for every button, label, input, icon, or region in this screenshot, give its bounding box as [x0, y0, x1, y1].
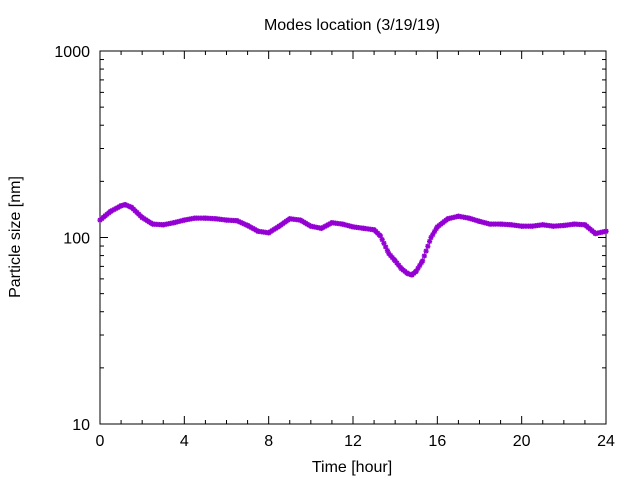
x-tick-label: 16	[428, 433, 446, 450]
data-point	[425, 243, 431, 249]
y-tick-label: 1000	[54, 44, 90, 61]
data-point	[603, 228, 609, 234]
x-tick-label: 0	[96, 433, 105, 450]
x-tick-label: 12	[344, 433, 362, 450]
ticks-layer: 0 4 8 12 16 20 24 10 100 1000	[54, 44, 615, 450]
chart-title: Modes location (3/19/19)	[264, 17, 440, 34]
x-tick-label: 24	[597, 433, 615, 450]
data-point	[423, 248, 429, 254]
x-tick-label: 8	[264, 433, 273, 450]
data-point	[419, 258, 426, 264]
x-tick-label: 4	[180, 433, 189, 450]
x-tick-label: 20	[513, 433, 531, 450]
x-axis-label: Time [hour]	[312, 459, 392, 476]
y-axis-label: Particle size [nm]	[7, 176, 24, 298]
data-marks	[97, 202, 609, 278]
y-tick-label: 10	[72, 417, 90, 434]
data-point	[421, 253, 427, 259]
plot-frame	[99, 50, 607, 425]
y-tick-label: 100	[63, 231, 90, 248]
